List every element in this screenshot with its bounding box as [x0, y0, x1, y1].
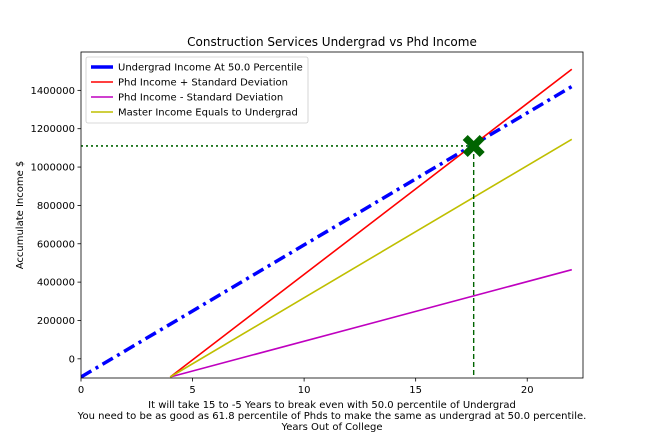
x-axis-caption-line-2: You need to be as good as 61.8 percentil… — [77, 411, 587, 422]
y-tick-label: 800000 — [37, 201, 75, 212]
y-tick-label: 600000 — [37, 239, 75, 250]
y-tick-label: 0 — [69, 354, 75, 365]
plot-area — [81, 68, 573, 378]
y-tick-label: 1400000 — [30, 86, 75, 97]
y-tick-label: 1200000 — [30, 124, 75, 135]
x-axis-label: Years Out of College — [281, 422, 383, 432]
plot-inner — [81, 68, 573, 378]
series-line-4 — [169, 138, 573, 378]
legend-label-2: Phd Income + Standard Deviation — [118, 78, 288, 89]
legend-label-3: Phd Income - Standard Deviation — [118, 93, 283, 104]
x-tick-label: 0 — [78, 385, 84, 396]
legend-box — [85, 56, 309, 124]
break-even-marker — [462, 134, 485, 157]
legend-label-1: Undergrad Income At 50.0 Percentile — [118, 63, 303, 74]
x-tick-label: 20 — [521, 385, 534, 396]
series-line-2 — [169, 68, 573, 378]
plot-frame — [80, 51, 584, 379]
y-tick-label: 200000 — [37, 316, 75, 327]
legend: Undergrad Income At 50.0 Percentile Phd I… — [85, 56, 309, 124]
legend-label-4: Master Income Equals to Undergrad — [118, 108, 298, 119]
x-tick-label: 5 — [189, 385, 195, 396]
series-line-3 — [169, 268, 573, 378]
axes: 0 5 10 15 20 0 200000 400000 600000 800000 1000000… — [30, 51, 584, 396]
y-tick-label: 400000 — [37, 278, 75, 289]
y-axis-label: Accumulate Income $ — [15, 161, 26, 270]
series-line-1 — [81, 84, 573, 378]
chart-title: Construction Services Undergrad vs Phd I… — [187, 35, 477, 49]
x-tick-label: 15 — [409, 385, 422, 396]
y-tick-label: 1000000 — [30, 163, 75, 174]
x-tick-label: 10 — [298, 385, 311, 396]
x-axis-caption-line-1: It will take 15 to -5 Years to break eve… — [148, 400, 516, 411]
